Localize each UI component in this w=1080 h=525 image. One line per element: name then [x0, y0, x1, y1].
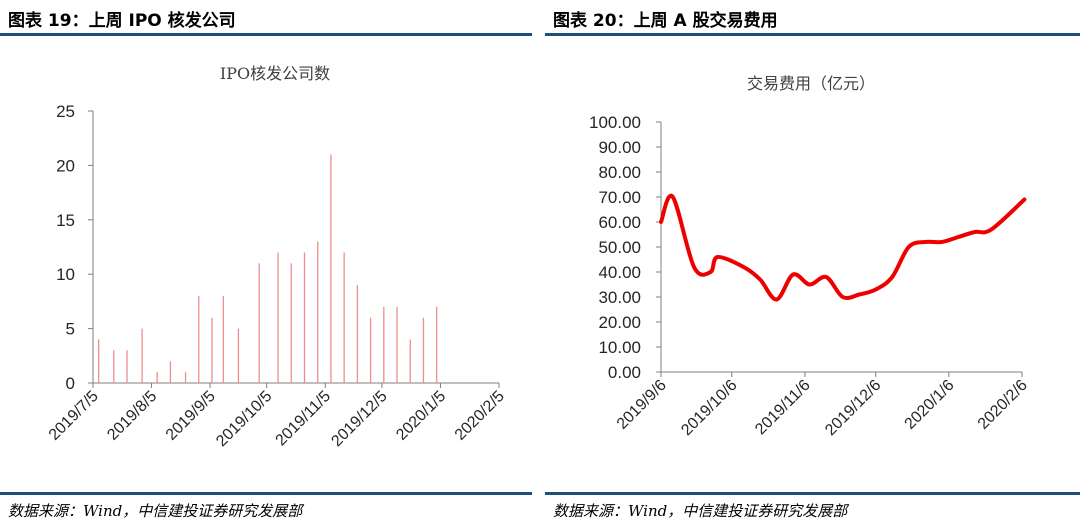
source-note: 数据来源：Wind，中信建投证券研究发展部 — [553, 502, 848, 520]
y-tick-label: 100.00 — [589, 113, 641, 132]
data-point — [694, 267, 695, 268]
y-tick-label: 50.00 — [598, 238, 641, 257]
y-tick-label: 40.00 — [598, 263, 641, 282]
data-point — [941, 242, 942, 243]
y-tick-label: 0 — [66, 374, 75, 393]
data-point — [875, 289, 876, 290]
data-point — [809, 284, 810, 285]
data-point — [958, 237, 959, 238]
x-tick-label: 2019/9/5 — [163, 388, 219, 444]
left-figure-panel: 图表 19：上周 IPO 核发公司 IPO核发公司数 0 5 10 15 20 25 2019… — [0, 0, 535, 525]
data-point — [974, 232, 975, 233]
top-rule — [0, 33, 532, 36]
data-point — [717, 257, 718, 258]
trading-fee-line-chart: 交易费用（亿元） 0.00 10.00 20.00 30.00 40.00 50.00 60.… — [589, 74, 1031, 439]
x-tick-label: 2020/1/6 — [902, 377, 958, 433]
y-tick-label: 90.00 — [598, 138, 641, 157]
top-rule — [545, 33, 1080, 36]
data-point — [859, 294, 860, 295]
source-note: 数据来源：Wind，中信建投证券研究发展部 — [8, 502, 303, 520]
chart-title: IPO核发公司数 — [220, 64, 330, 83]
x-tick-label: 2019/9/6 — [614, 377, 670, 433]
bottom-rule — [0, 492, 532, 495]
data-point — [672, 197, 673, 198]
y-tick-label: 15 — [56, 211, 75, 230]
bottom-rule — [545, 492, 1080, 495]
x-tick-label: 2019/10/5 — [213, 388, 275, 450]
x-tick-label: 2020/1/5 — [393, 388, 449, 444]
x-tick-label: 2019/12/5 — [328, 388, 390, 450]
data-point — [743, 267, 744, 268]
x-tick-label: 2019/10/6 — [678, 377, 740, 439]
x-tick-label: 2020/2/5 — [452, 388, 508, 444]
series-line — [659, 193, 1027, 302]
data-point — [842, 297, 843, 298]
right-figure-panel: 图表 20：上周 A 股交易费用 交易费用（亿元） 0.00 10.00 20.00 3… — [545, 0, 1080, 525]
ipo-bar-chart: IPO核发公司数 0 5 10 15 20 25 2019/7/5 2019/8/5 2019/9… — [46, 64, 508, 450]
y-tick-label: 60.00 — [598, 213, 641, 232]
y-tick-label: 25 — [56, 102, 75, 121]
y-tick-label: 30.00 — [598, 288, 641, 307]
y-tick-label: 0.00 — [608, 363, 641, 382]
data-point — [892, 277, 893, 278]
x-tick-label: 2019/11/6 — [752, 377, 814, 439]
data-point — [661, 222, 662, 223]
x-tick-label: 2019/8/5 — [104, 388, 160, 444]
chart-title: 交易费用（亿元） — [747, 74, 875, 93]
y-tick-label: 20.00 — [598, 313, 641, 332]
y-tick-label: 5 — [66, 320, 75, 339]
x-tick-label: 2019/7/5 — [46, 388, 102, 444]
figure-20-title: 图表 20：上周 A 股交易费用 — [553, 11, 778, 31]
y-tick-label: 10.00 — [598, 338, 641, 357]
x-tick-label: 2019/12/6 — [822, 377, 884, 439]
data-point — [925, 242, 926, 243]
data-point — [710, 272, 711, 273]
data-point — [793, 274, 794, 275]
x-tick-label: 2019/11/5 — [273, 388, 335, 450]
y-tick-label: 20 — [56, 156, 75, 175]
y-tick-label: 70.00 — [598, 188, 641, 207]
data-point — [776, 299, 777, 300]
data-point — [1024, 199, 1025, 200]
data-point — [826, 277, 827, 278]
data-point — [908, 247, 909, 248]
y-tick-label: 10 — [56, 265, 75, 284]
x-tick-label: 2020/2/6 — [975, 377, 1031, 433]
data-point — [991, 229, 992, 230]
y-tick-label: 80.00 — [598, 163, 641, 182]
data-point — [760, 279, 761, 280]
figure-19-title: 图表 19：上周 IPO 核发公司 — [8, 11, 236, 31]
